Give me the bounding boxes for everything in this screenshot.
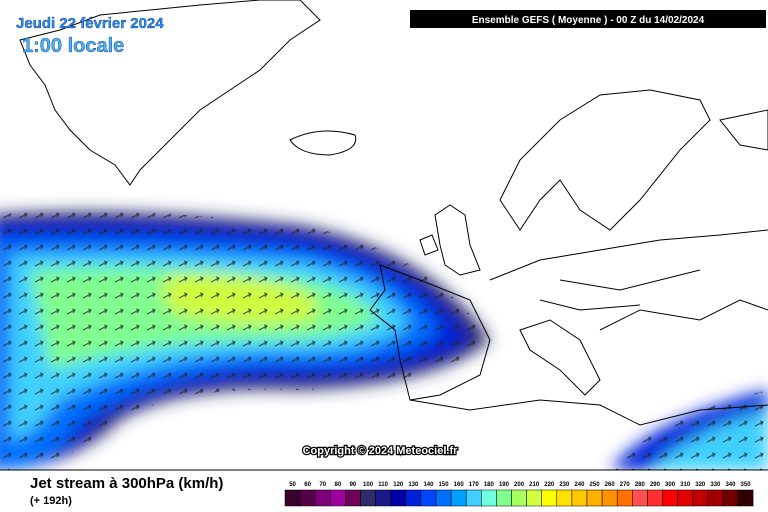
jet-stream: [0, 211, 768, 470]
scale-label: 220: [544, 482, 555, 488]
scale-label: 50: [289, 482, 296, 488]
scale-label: 280: [635, 482, 646, 488]
scale-box: [662, 489, 678, 507]
scale-box: [692, 489, 709, 507]
scale-label: 80: [335, 482, 342, 488]
scale-label: 110: [378, 482, 388, 488]
scale-box: [586, 489, 603, 507]
scale-box: [360, 489, 376, 507]
scale-box: [511, 489, 527, 507]
scale-label: 140: [423, 482, 434, 488]
scale-label: 240: [574, 482, 585, 488]
scale-box: [375, 489, 391, 507]
scale-label: 300: [665, 482, 676, 488]
scale-box: [284, 489, 301, 507]
scale-box: [345, 489, 361, 507]
scale-box: [390, 489, 407, 507]
scale-box: [571, 489, 588, 507]
hour: 1:00 locale: [22, 35, 124, 57]
scale-label: 170: [469, 482, 480, 488]
scale-box: [541, 489, 558, 507]
scale-box: [465, 489, 482, 507]
scale-label: 350: [741, 482, 752, 488]
scale-label: 180: [484, 482, 495, 488]
scale-label: 130: [408, 482, 419, 488]
scale-label: 310: [680, 482, 691, 488]
scale-label: 250: [590, 482, 601, 488]
scale-label: 190: [499, 482, 510, 488]
scale-box: [496, 489, 512, 507]
scale-label: 90: [350, 482, 357, 488]
scale-box: [601, 489, 618, 507]
scale-box: [420, 489, 437, 507]
color-scale: 50 60 70 80 90 100 110 120 130 140 150 160 170 180 190…: [284, 482, 754, 507]
scale-box: [647, 489, 663, 507]
scale-box: [616, 489, 633, 507]
scale-box: [526, 489, 542, 507]
scale-label: 70: [319, 482, 326, 488]
scale-box: [314, 489, 331, 507]
run-info: Ensemble GEFS ( Moyenne ) - 00 Z du 14/0…: [472, 15, 705, 26]
scale-label: 160: [454, 482, 465, 488]
copyright: Copyright © 2024 Meteociel.fr: [303, 445, 459, 457]
scale-label: 210: [529, 482, 540, 488]
scale-box: [677, 489, 693, 507]
scale-box: [632, 489, 648, 507]
scale-label: 290: [650, 482, 661, 488]
scale-box: [722, 489, 739, 507]
scale-box: [330, 489, 346, 507]
legend-title: Jet stream à 300hPa (km/h): [30, 475, 223, 492]
date: Jeudi 22 février 2024: [16, 15, 164, 32]
scale-label: 150: [439, 482, 450, 488]
scale-label: 340: [725, 482, 736, 488]
scale-label: 330: [710, 482, 721, 488]
scale-box: [556, 489, 573, 507]
scale-box: [299, 489, 316, 507]
scale-label: 60: [304, 482, 311, 488]
legend-subtitle: (+ 192h): [30, 495, 72, 507]
scale-label: 120: [393, 482, 404, 488]
scale-label: 230: [559, 482, 570, 488]
scale-label: 100: [363, 482, 374, 488]
scale-label: 320: [695, 482, 706, 488]
scale-box: [405, 489, 422, 507]
run-banner: [410, 10, 766, 28]
scale-label: 270: [620, 482, 631, 488]
scale-box: [450, 489, 467, 507]
scale-label: 200: [514, 482, 525, 488]
scale-box: [707, 489, 724, 507]
scale-box: [481, 489, 497, 507]
scale-box: [737, 489, 754, 507]
coastlines: [19, 0, 768, 426]
scale-label: 260: [605, 482, 616, 488]
scale-box: [435, 489, 452, 507]
